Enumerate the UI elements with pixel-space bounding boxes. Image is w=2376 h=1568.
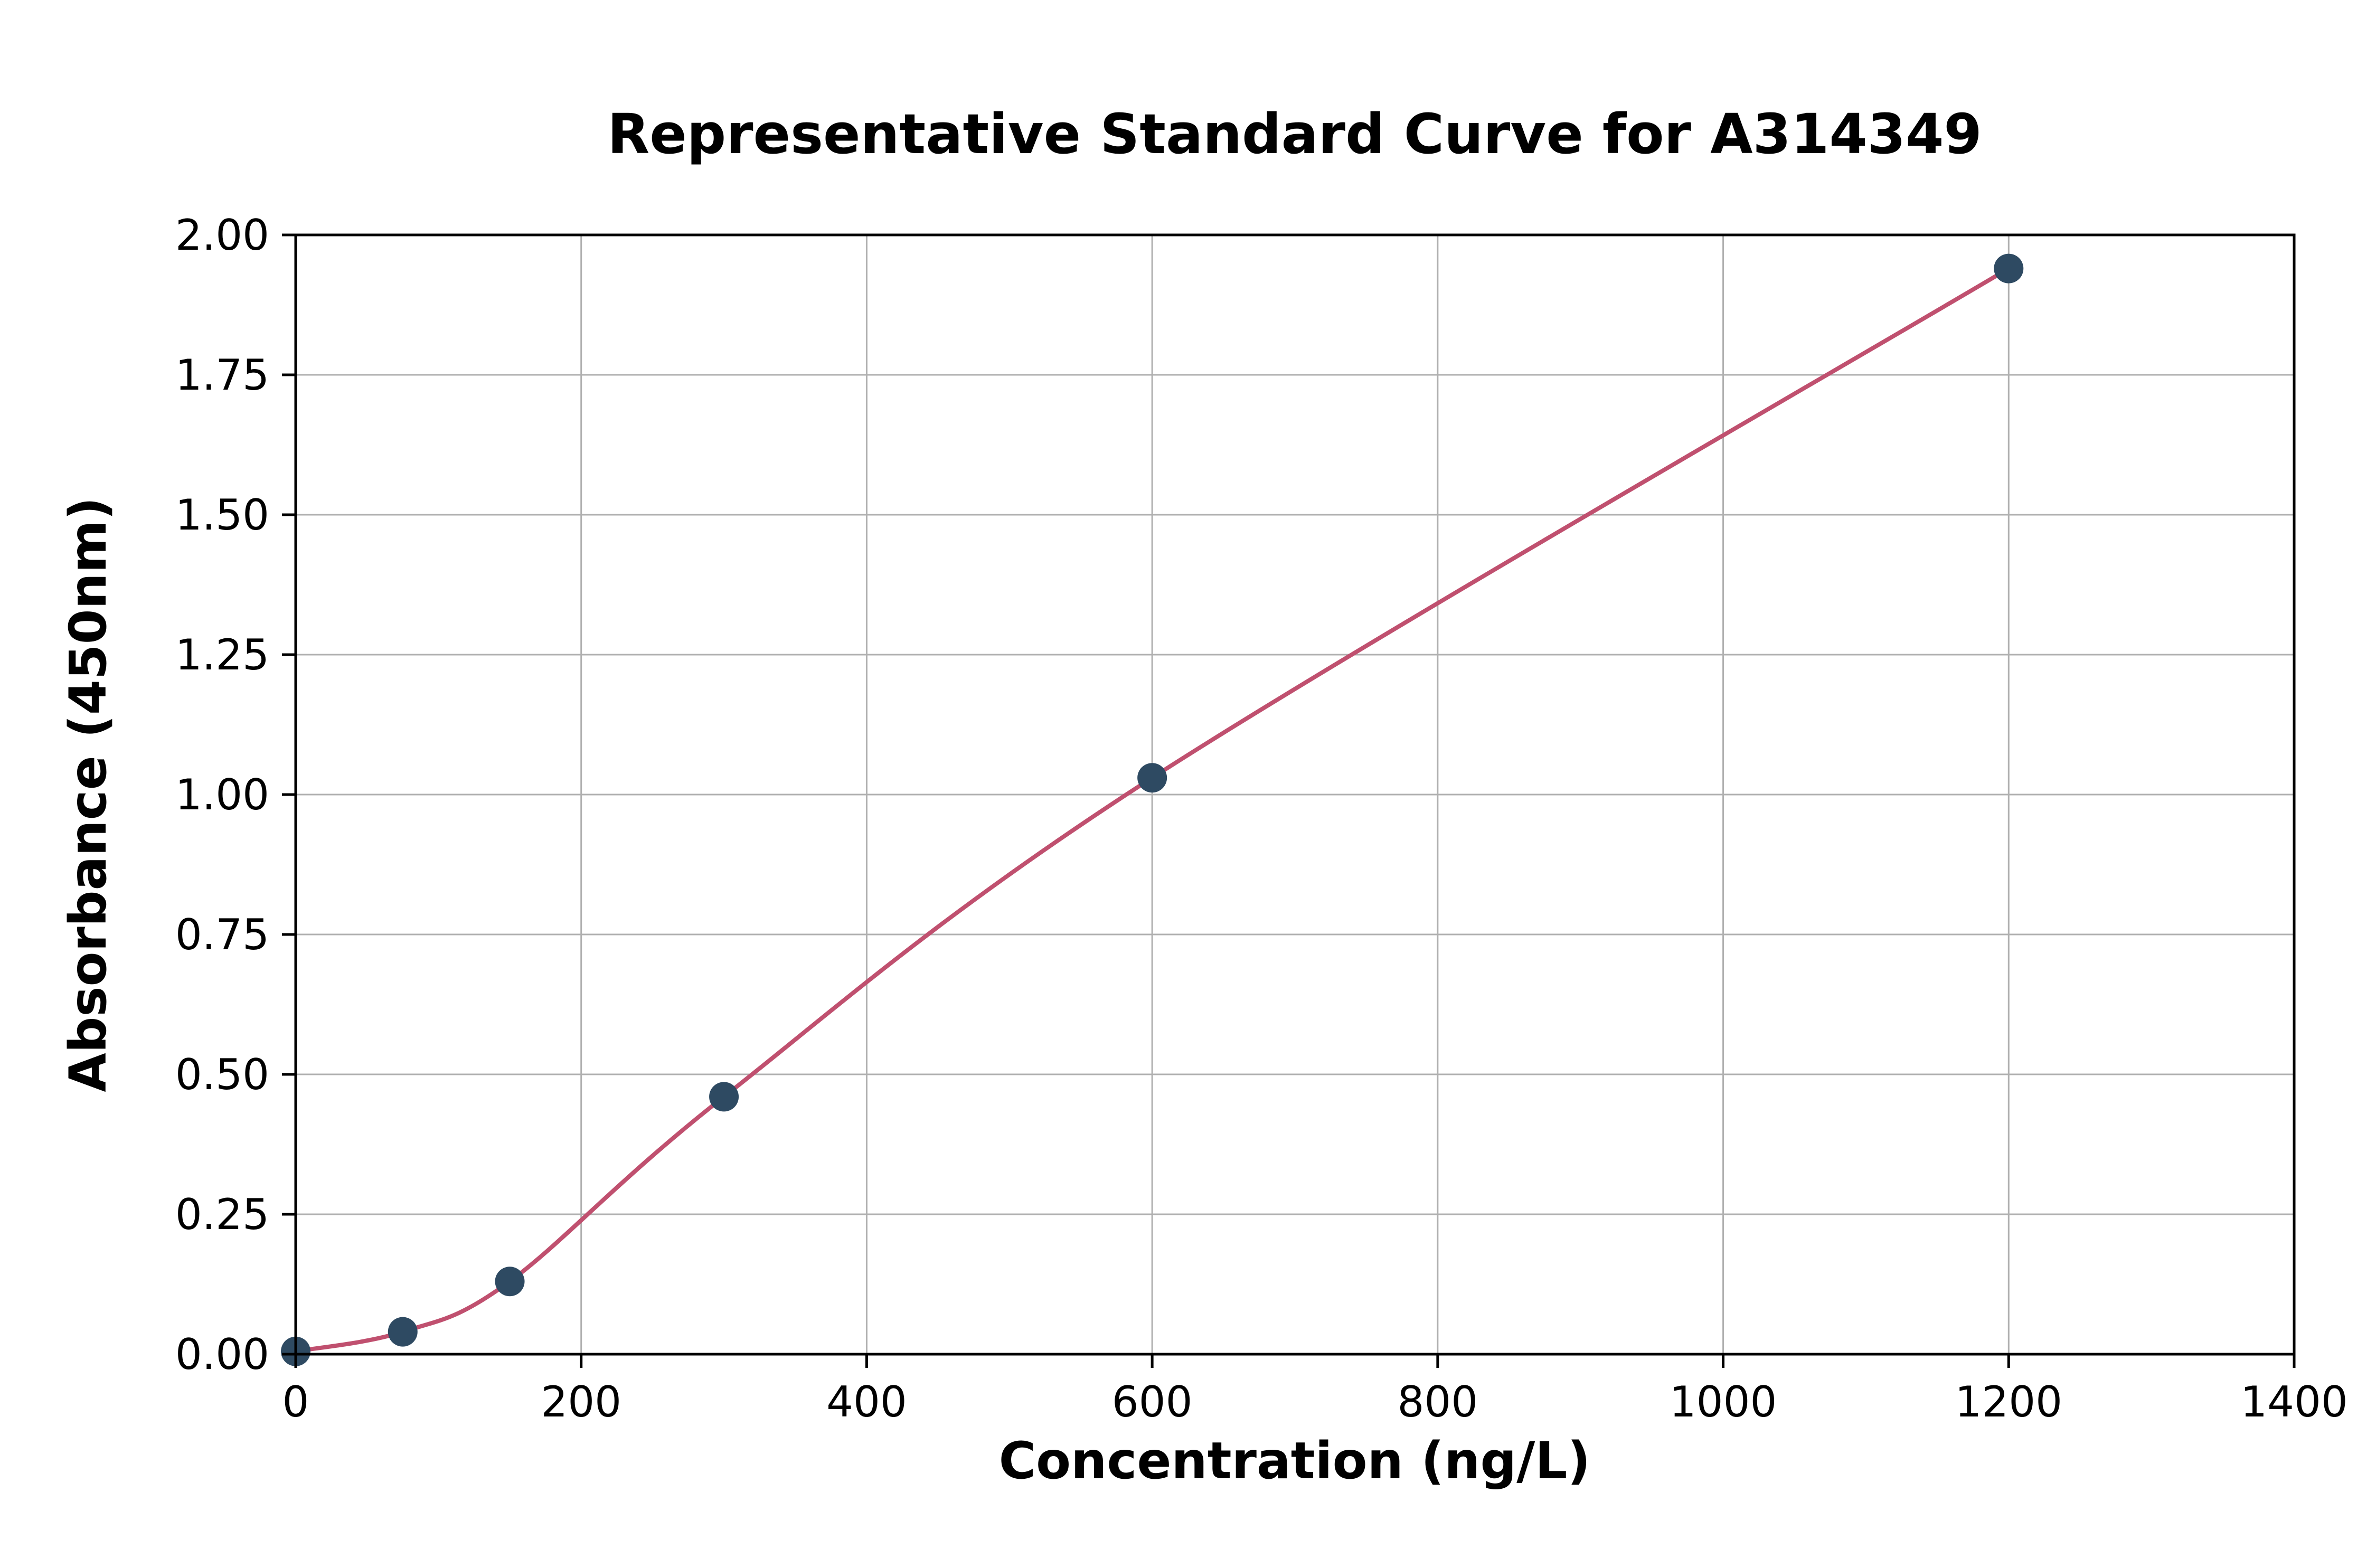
plot-border	[294, 233, 2296, 1356]
y-tick-label: 2.00	[175, 211, 269, 260]
x-tick-label: 600	[1112, 1377, 1193, 1427]
axis-layer: 0 200 400 600 800 1000 1200 1400 0.00 0.25 0.50 0.7…	[175, 211, 2348, 1427]
x-tick-label: 200	[541, 1377, 621, 1427]
data-point	[1137, 763, 1167, 793]
y-tick-label: 0.25	[175, 1190, 269, 1239]
x-tick-label: 1200	[1955, 1377, 2062, 1427]
y-tick-label: 0.75	[175, 910, 269, 959]
y-axis-label: Absorbance (450nm)	[59, 497, 118, 1092]
x-tick-label: 800	[1398, 1377, 1478, 1427]
data-point	[709, 1082, 739, 1112]
y-tick-label: 0.50	[175, 1050, 269, 1099]
data-point	[495, 1267, 525, 1297]
y-tick-label: 1.50	[175, 490, 269, 540]
x-tick-label: 1400	[2240, 1377, 2348, 1427]
x-tick-label: 1000	[1670, 1377, 1777, 1427]
data-point	[1994, 253, 2024, 284]
y-tick-label: 1.75	[175, 351, 269, 400]
y-tick-label: 1.25	[175, 630, 269, 679]
fitted-curve	[294, 266, 2011, 1354]
data-point	[388, 1317, 418, 1347]
x-tick-label: 0	[282, 1377, 309, 1427]
x-tick-label: 400	[826, 1377, 907, 1427]
y-tick-label: 0.00	[175, 1330, 269, 1379]
chart-title: Representative Standard Curve for A31434…	[607, 102, 1982, 166]
y-tick-label: 1.00	[175, 770, 269, 819]
x-axis-label: Concentration (ng/L)	[999, 1431, 1591, 1490]
grid-lines	[295, 234, 2295, 1355]
